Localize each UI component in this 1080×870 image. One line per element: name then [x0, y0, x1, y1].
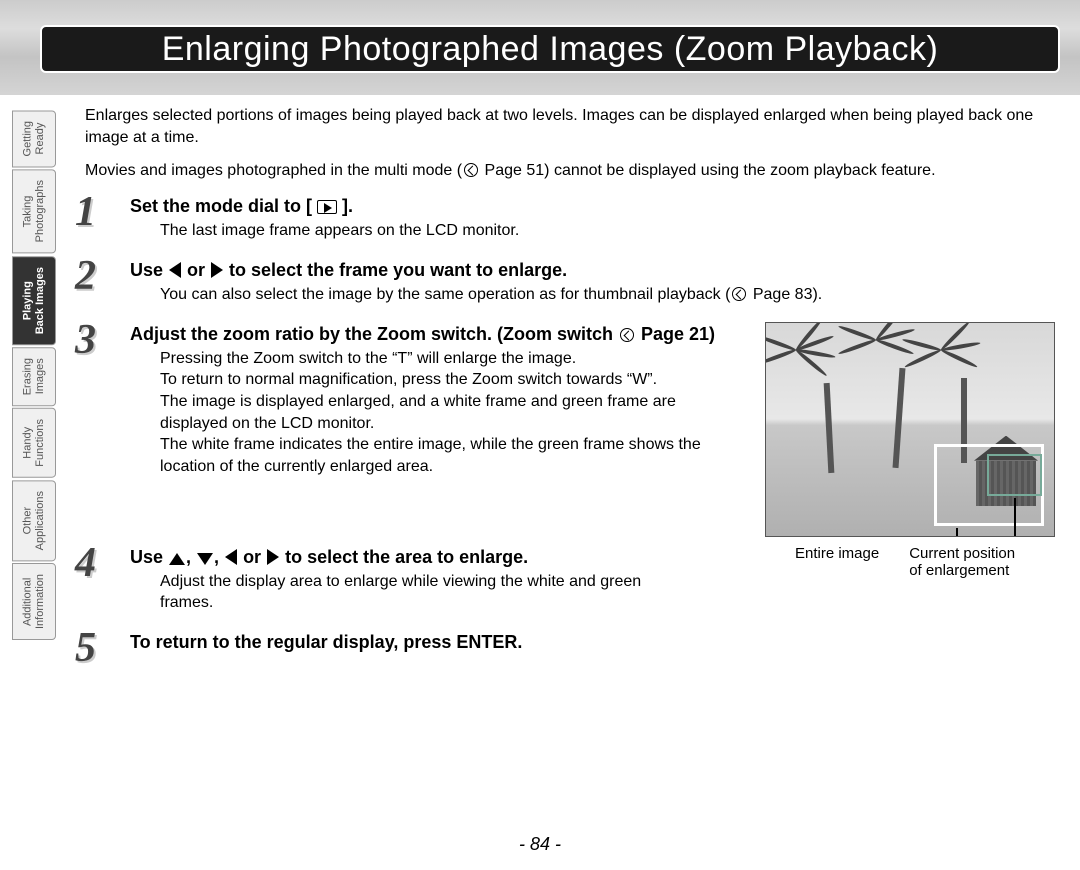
- tab-getting-ready: GettingReady: [12, 110, 56, 167]
- step-number: 5: [75, 624, 96, 672]
- up-arrow-icon: [169, 553, 185, 565]
- content: Enlarges selected portions of images bei…: [85, 105, 1055, 670]
- step-number: 3: [75, 316, 96, 364]
- step-3: 3 Adjust the zoom ratio by the Zoom swit…: [130, 322, 1055, 579]
- steps-list: 1 Set the mode dial to [ ]. The last ima…: [130, 194, 1055, 655]
- step-number: 2: [75, 252, 96, 300]
- tab-erasing-images: ErasingImages: [12, 347, 56, 406]
- left-arrow-icon: [169, 262, 181, 278]
- step-number: 4: [75, 539, 96, 587]
- tab-other-applications: OtherApplications: [12, 480, 56, 561]
- figure-labels: Entire image Current position of enlarge…: [765, 545, 1055, 579]
- step-2-body: You can also select the image by the sam…: [160, 284, 1055, 306]
- step-4: 4 Use , , or to select the area to enlar…: [130, 545, 690, 614]
- step-5: 5 To return to the regular display, pres…: [130, 630, 1055, 654]
- right-arrow-icon: [267, 549, 279, 565]
- step-2-title: Use or to select the frame you want to e…: [130, 258, 1055, 282]
- step-2: 2 Use or to select the frame you want to…: [130, 258, 1055, 306]
- intro-paragraph-1: Enlarges selected portions of images bei…: [85, 105, 1055, 148]
- title-bar: Enlarging Photographed Images (Zoom Play…: [40, 25, 1060, 73]
- step-4-title: Use , , or to select the area to enlarge…: [130, 545, 690, 569]
- tab-playing-back-images: PlayingBack Images: [12, 256, 56, 345]
- step-5-title: To return to the regular display, press …: [130, 630, 1055, 654]
- step-4-body: Adjust the display area to enlarge while…: [160, 571, 690, 614]
- sample-photo: [765, 322, 1055, 537]
- page-number: - 84 -: [0, 834, 1080, 855]
- down-arrow-icon: [197, 553, 213, 565]
- page-ref-icon: [620, 328, 634, 342]
- step-1-body: The last image frame appears on the LCD …: [160, 220, 1055, 242]
- tab-taking-photographs: TakingPhotographs: [12, 169, 56, 253]
- tab-additional-information: AdditionalInformation: [12, 563, 56, 640]
- step-3-body: Pressing the Zoom switch to the “T” will…: [160, 348, 745, 478]
- step-number: 1: [75, 188, 96, 236]
- label-current-position: Current position of enlargement: [909, 545, 1029, 579]
- page-ref-icon: [732, 287, 746, 301]
- playback-mode-icon: [317, 200, 337, 214]
- step-1-title: Set the mode dial to [ ].: [130, 194, 1055, 218]
- label-entire-image: Entire image: [795, 545, 879, 579]
- green-frame-indicator: [987, 454, 1042, 496]
- step-3-title: Adjust the zoom ratio by the Zoom switch…: [130, 322, 745, 346]
- section-tabs: GettingReady TakingPhotographs PlayingBa…: [12, 110, 56, 640]
- page-title: Enlarging Photographed Images (Zoom Play…: [162, 30, 939, 69]
- intro-paragraph-2: Movies and images photographed in the mu…: [85, 160, 1055, 182]
- zoom-figure: Entire image Current position of enlarge…: [765, 322, 1055, 579]
- right-arrow-icon: [211, 262, 223, 278]
- page-ref-icon: [464, 163, 478, 177]
- left-arrow-icon: [225, 549, 237, 565]
- tab-handy-functions: HandyFunctions: [12, 408, 56, 478]
- step-1: 1 Set the mode dial to [ ]. The last ima…: [130, 194, 1055, 242]
